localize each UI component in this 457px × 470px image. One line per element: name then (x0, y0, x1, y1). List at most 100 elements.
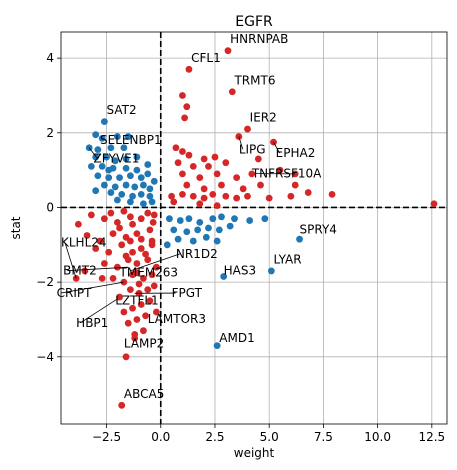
annotation-label: LIPG (239, 142, 266, 156)
data-point-red (150, 211, 158, 219)
annotation-leader (273, 141, 281, 154)
data-point-red (122, 252, 130, 260)
data-point-red (213, 170, 221, 178)
data-point-blue (131, 183, 139, 191)
annotations: HNRNPAB CFL1 TRMT6 IER2 LIPG EPHA2 TNFRSF10A SA… (57, 32, 337, 401)
data-point-blue (183, 228, 191, 236)
data-point-red (120, 207, 128, 215)
x-tick-label: 7.5 (314, 430, 333, 444)
data-point-red (328, 191, 336, 198)
data-point-red (140, 327, 147, 335)
data-point-blue (144, 161, 152, 168)
annotation-label: CFL1 (191, 51, 221, 65)
data-point-red (228, 88, 236, 96)
data-point-red (144, 209, 152, 217)
data-point-blue (122, 164, 130, 172)
data-point-red (304, 189, 312, 196)
data-point-red (129, 220, 136, 228)
data-point-red (200, 185, 208, 193)
data-point-blue (205, 224, 212, 232)
annotation-label: HAS3 (224, 264, 256, 278)
annotation-label: HNRNPAB (230, 32, 288, 46)
data-point-blue (122, 181, 130, 189)
annotation-label: LZTFL1 (115, 294, 158, 308)
data-point-red (107, 209, 115, 217)
annotation-label: EPHA2 (276, 146, 316, 160)
data-point-red (146, 297, 154, 305)
data-point-red (185, 151, 193, 159)
data-point-blue (87, 163, 95, 170)
data-point-red (137, 235, 145, 243)
data-point-red (126, 213, 134, 221)
data-point-red (100, 215, 108, 223)
data-point-red (276, 166, 284, 174)
data-point-red (126, 237, 134, 245)
data-point-red (148, 237, 156, 245)
annotation-label: LAMP2 (124, 336, 164, 350)
data-point-blue (209, 215, 217, 223)
x-tick-label: 0.0 (151, 430, 170, 444)
data-point-red (74, 220, 82, 228)
data-point-blue (118, 191, 126, 198)
data-point-red (153, 308, 160, 316)
data-point-red (287, 192, 295, 200)
data-point-red (265, 194, 273, 202)
data-point-red (129, 248, 136, 256)
annotation-leader (60, 281, 124, 294)
data-point-red (222, 159, 230, 167)
data-point-blue (213, 237, 221, 245)
annotation-leader (79, 298, 118, 324)
x-tick-label: −2.5 (92, 430, 121, 444)
data-point-red (218, 181, 225, 189)
data-point-red (179, 148, 186, 155)
data-point-red (244, 125, 251, 133)
data-point-red (205, 163, 212, 170)
data-point-red (244, 192, 251, 200)
x-tick-label: 10.0 (364, 430, 391, 444)
data-point-blue (103, 153, 110, 161)
data-point-red (183, 181, 191, 189)
annotation-leader (67, 266, 129, 272)
x-tick-label: 2.5 (205, 430, 224, 444)
x-tick-label: 5.0 (260, 430, 279, 444)
data-point-red (126, 286, 134, 293)
data-point-blue (111, 183, 119, 191)
data-point-red (211, 153, 219, 161)
data-point-red (200, 155, 208, 163)
y-tick-label: −2 (36, 275, 54, 289)
data-point-blue (213, 342, 221, 349)
data-point-blue (146, 185, 154, 193)
reference-lines (61, 32, 447, 424)
data-point-blue (137, 174, 145, 182)
data-point-blue (126, 172, 134, 180)
data-point-blue (94, 172, 102, 180)
data-point-blue (113, 133, 121, 140)
data-point-red (140, 275, 147, 282)
annotation-leader (88, 147, 98, 159)
data-point-blue (105, 174, 113, 182)
data-point-red (179, 170, 186, 178)
data-point-blue (176, 217, 184, 224)
data-point-red (133, 316, 141, 323)
data-point-blue (98, 135, 106, 142)
y-tick-label: 2 (46, 126, 54, 140)
data-point-red (213, 202, 221, 210)
data-point-blue (116, 174, 123, 182)
data-point-red (144, 286, 152, 293)
data-point-red (83, 232, 91, 239)
data-point-red (233, 194, 241, 202)
annotation-label: FPGT (172, 286, 203, 300)
data-point-blue (107, 144, 115, 152)
data-point-red (168, 192, 175, 200)
data-point-red (122, 353, 130, 361)
annotation-label: TMEM263 (119, 266, 179, 280)
data-point-red (430, 200, 438, 208)
data-point-red (129, 304, 136, 312)
data-point-red (109, 230, 117, 238)
data-point-blue (218, 213, 225, 221)
data-point-blue (146, 192, 154, 200)
data-point-blue (267, 267, 275, 275)
annotation-label: SAT2 (107, 103, 137, 117)
data-point-blue (113, 196, 121, 204)
data-point-blue (246, 217, 254, 224)
